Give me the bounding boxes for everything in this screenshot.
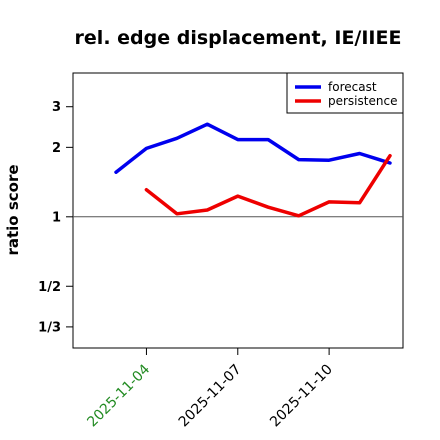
y-tick-label: 3: [52, 100, 61, 115]
chart-title: rel. edge displacement, IE/IIEE: [75, 27, 402, 49]
x-tick-label: 2025-11-10: [267, 362, 336, 431]
legend-box: [286, 72, 404, 114]
legend-label-persistence: persistence: [328, 94, 397, 108]
series-line-forecast: [114, 122, 392, 174]
y-tick-label: 1: [52, 210, 61, 225]
x-axis-ticks: 2025-11-04 2025-11-07 2025-11-10: [84, 348, 336, 430]
x-tick-label: 2025-11-04: [84, 361, 153, 430]
y-axis-ticks: 3 2 1 1/2 1/3: [38, 100, 73, 335]
y-tick-label: 1/2: [38, 280, 61, 295]
x-tick-label: 2025-11-07: [176, 362, 245, 431]
series-layer: [114, 122, 392, 218]
series-line-persistence: [144, 153, 392, 218]
y-tick-label: 2: [52, 141, 61, 156]
y-tick-label: 1/3: [38, 320, 61, 335]
legend-label-forecast: forecast: [328, 80, 377, 94]
plot-frame: [72, 72, 404, 349]
y-axis-label: ratio score: [4, 164, 22, 255]
